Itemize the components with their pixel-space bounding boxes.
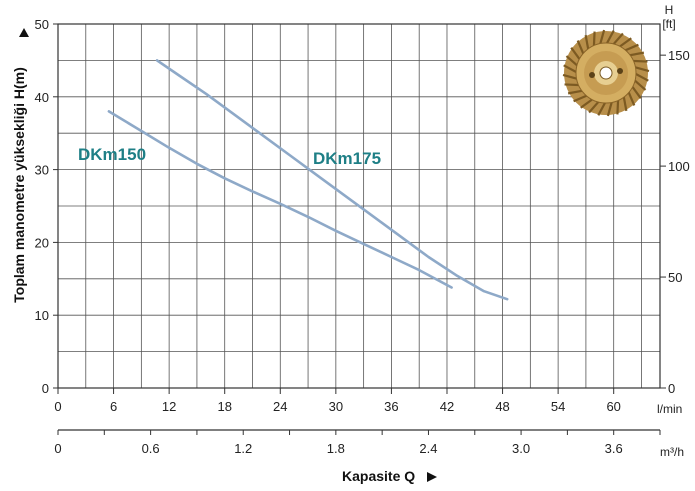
plot-frame xyxy=(57,23,661,389)
x2-tick-label: 1.8 xyxy=(327,441,345,456)
y2-unit-top: H xyxy=(665,3,674,17)
series-label-dkm150: DKm150 xyxy=(78,145,146,164)
y-tick-label: 10 xyxy=(35,308,49,323)
x-tick-label: 0 xyxy=(54,399,61,414)
x2-axis-ticks: 0 0.6 1.2 1.8 2.4 3.0 3.6 xyxy=(54,429,661,456)
chart-grid xyxy=(57,23,661,389)
y-axis-arrow-icon xyxy=(19,28,29,37)
x-unit-secondary: m³/h xyxy=(660,445,684,459)
x2-tick-label: 3.0 xyxy=(512,441,530,456)
y-tick-label: 20 xyxy=(35,235,49,250)
series-line-dkm150 xyxy=(107,110,453,289)
x-tick-label: 54 xyxy=(551,399,565,414)
x-axis-arrow-icon xyxy=(427,472,437,482)
x-tick-label: 12 xyxy=(162,399,176,414)
y2-tick-label: 50 xyxy=(668,270,682,285)
y2-tick-label: 100 xyxy=(668,159,690,174)
series-line-dkm175 xyxy=(155,59,509,301)
x2-tick-label: 1.2 xyxy=(234,441,252,456)
series-label-dkm175: DKm175 xyxy=(313,149,381,168)
x-tick-label: 60 xyxy=(606,399,620,414)
y-axis-ticks: 0 10 20 30 40 50 xyxy=(35,17,58,396)
x-tick-label: 6 xyxy=(110,399,117,414)
x2-tick-label: 0 xyxy=(54,441,61,456)
x-axis-ticks: 0 6 12 18 24 30 36 42 48 54 60 xyxy=(54,388,621,414)
y-tick-label: 30 xyxy=(35,163,49,178)
impeller-image xyxy=(562,29,650,117)
x-tick-label: 24 xyxy=(273,399,287,414)
x-unit-primary: l/min xyxy=(657,402,682,416)
y2-tick-label: 150 xyxy=(668,48,690,63)
y2-tick-label: 0 xyxy=(668,381,675,396)
y2-unit: [ft] xyxy=(662,17,675,31)
chart-curves xyxy=(107,59,509,301)
x-axis-label: Kapasite Q xyxy=(342,468,415,484)
y-tick-label: 0 xyxy=(42,381,49,396)
x-tick-label: 36 xyxy=(384,399,398,414)
y2-axis-ticks: 0 50 100 150 xyxy=(660,48,690,396)
x2-tick-label: 2.4 xyxy=(419,441,437,456)
x2-tick-label: 0.6 xyxy=(142,441,160,456)
y-tick-label: 50 xyxy=(35,17,49,32)
x-tick-label: 30 xyxy=(329,399,343,414)
x-tick-label: 48 xyxy=(495,399,509,414)
x-tick-label: 18 xyxy=(217,399,231,414)
y-tick-label: 40 xyxy=(35,90,49,105)
x2-tick-label: 3.6 xyxy=(605,441,623,456)
y-axis-label: Toplam manometre yüksekliği H(m) xyxy=(11,67,27,302)
x-tick-label: 42 xyxy=(440,399,454,414)
